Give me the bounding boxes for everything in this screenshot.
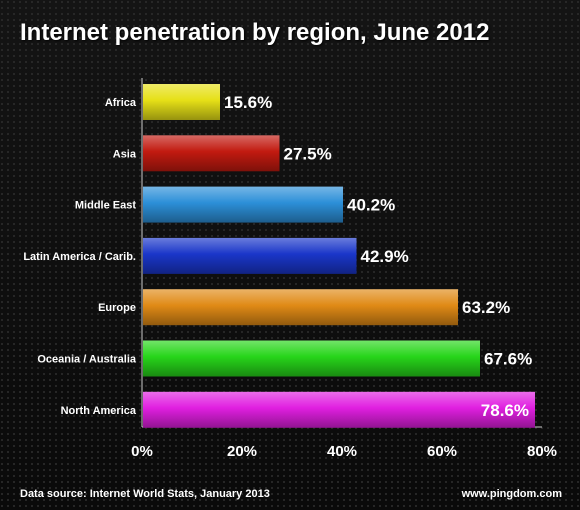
x-tick-label: 0% (131, 443, 153, 460)
category-label: Latin America / Carib. (23, 251, 136, 263)
x-tick-label: 80% (527, 443, 557, 460)
website-credit: www.pingdom.com (461, 488, 562, 500)
category-label: North America (61, 405, 137, 417)
data-source-note: Data source: Internet World Stats, Janua… (20, 488, 270, 500)
bars-layer: Africa 15.6% Asia 27.5% Middle East 40.2% Lati… (23, 84, 535, 428)
chart-title: Internet penetration by region, June 201… (20, 19, 490, 46)
bar-europe (143, 289, 458, 326)
category-label: Europe (98, 302, 136, 314)
bar-middle-east (143, 186, 343, 223)
bar-asia (143, 135, 280, 172)
category-label: Middle East (75, 200, 136, 212)
value-label: 78.6% (481, 401, 529, 420)
ticks-layer: 0% 20% 40% 60% 80% (131, 443, 557, 460)
bar-latin-america-carib (143, 237, 357, 274)
category-label: Asia (113, 148, 137, 160)
value-label: 63.2% (462, 298, 510, 317)
bar-africa (143, 84, 220, 120)
value-label: 42.9% (361, 247, 409, 266)
value-label: 27.5% (284, 144, 332, 163)
x-tick-label: 40% (327, 443, 357, 460)
value-label: 40.2% (347, 196, 395, 215)
bar-oceania-australia (143, 340, 480, 377)
x-tick-label: 20% (227, 443, 257, 460)
value-label: 67.6% (484, 350, 532, 369)
x-tick-label: 60% (427, 443, 457, 460)
bar-north-america (143, 391, 535, 428)
value-label: 15.6% (224, 93, 272, 112)
category-label: Oceania / Australia (37, 354, 137, 366)
category-label: Africa (105, 97, 137, 109)
